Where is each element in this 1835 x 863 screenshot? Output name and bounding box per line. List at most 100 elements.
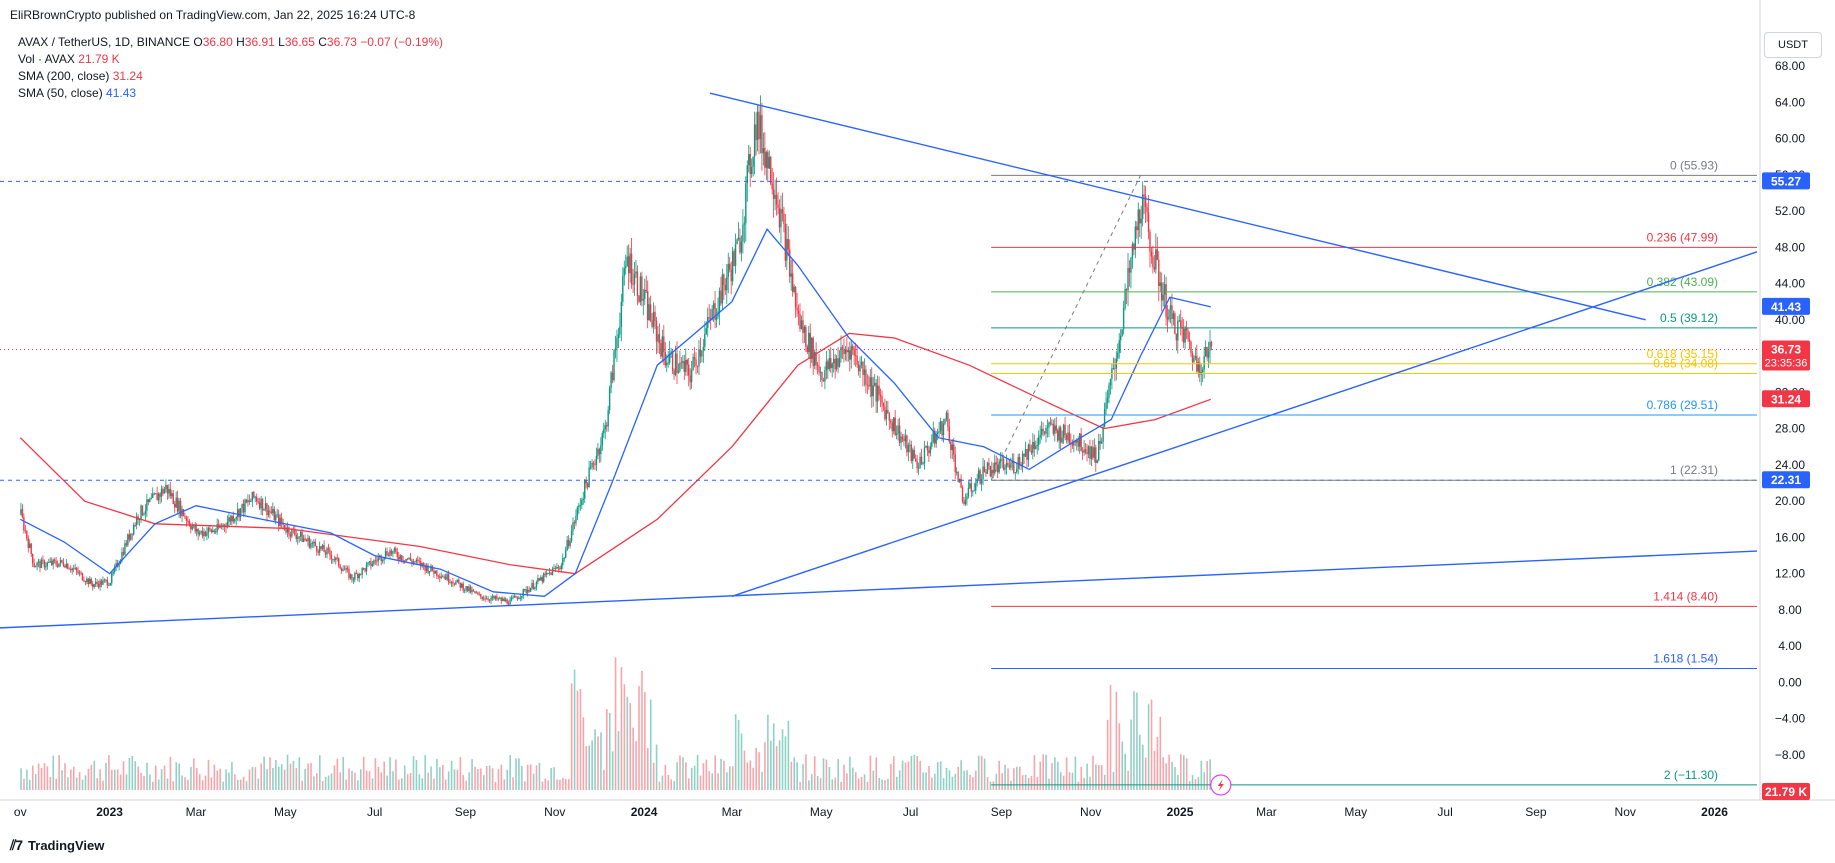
candle-body — [333, 559, 336, 561]
volume-bar — [538, 762, 541, 790]
candle-body — [898, 425, 901, 443]
candle-body — [488, 599, 491, 601]
candle-body — [532, 583, 535, 589]
sma200-line[interactable] — [19, 332, 1212, 575]
price-axis-tag-text: 55.27 — [1771, 174, 1801, 188]
volume-bar — [685, 762, 687, 790]
candle-body — [516, 597, 519, 600]
price-axis-tag — [1762, 297, 1810, 315]
candle-body — [1209, 341, 1211, 351]
tradingview-footer[interactable]: ⫽7 TradingView — [10, 837, 104, 854]
candle-body — [742, 224, 744, 242]
candle-body — [613, 350, 615, 381]
legend-volume-row[interactable]: Vol · AVAX 21.79 K — [18, 51, 443, 68]
candle-body — [428, 571, 431, 573]
candle-body — [1046, 427, 1049, 429]
candle-body — [482, 598, 485, 600]
volume-bar — [758, 752, 760, 790]
fib-level-label: 0 (55.93) — [1670, 158, 1718, 172]
trendline[interactable] — [0, 550, 1758, 629]
candle-body — [1014, 472, 1016, 473]
candle-body — [276, 514, 278, 516]
volume-bar — [781, 729, 784, 790]
legend-sma200-row[interactable]: SMA (200, close) 31.24 — [18, 68, 443, 85]
candle-body — [1137, 209, 1139, 231]
y-tick-label: 0.00 — [1778, 675, 1802, 689]
volume-bar — [523, 781, 526, 790]
volume-bar — [620, 667, 623, 790]
sma50-line[interactable] — [20, 228, 1211, 597]
candle-body — [822, 380, 825, 382]
candle-body — [509, 599, 511, 605]
candle-body — [712, 303, 715, 309]
volume-bar — [406, 774, 409, 790]
legend-sma50-row[interactable]: SMA (50, close) 41.43 — [18, 85, 443, 102]
candle-body — [755, 124, 757, 141]
currency-unit-button[interactable]: USDT — [1764, 32, 1822, 58]
candle-body — [1049, 422, 1052, 424]
volume-bar — [43, 763, 46, 790]
fib-level-label: 0.5 (39.12) — [1660, 311, 1718, 325]
candle-body — [421, 562, 423, 567]
candle-body — [1140, 218, 1142, 224]
candle-body — [361, 568, 363, 575]
candle-body — [888, 413, 891, 421]
volume-bar — [1083, 777, 1085, 790]
candle-body — [1011, 461, 1014, 463]
candle-body — [411, 560, 413, 563]
candle-body — [256, 496, 258, 502]
candle-body — [1187, 330, 1189, 340]
candle-body — [439, 576, 441, 578]
candle-body — [496, 596, 498, 600]
volume-bar — [190, 766, 192, 790]
candle-body — [969, 483, 971, 488]
candle-body — [1068, 432, 1071, 443]
candle-body — [1150, 251, 1153, 257]
candle-body — [537, 578, 539, 583]
candle-body — [1074, 441, 1077, 443]
candle-body — [1106, 397, 1109, 403]
candle-body — [718, 290, 721, 312]
candle-body — [616, 337, 618, 349]
trendline[interactable] — [731, 251, 1758, 598]
volume-bar — [471, 759, 473, 790]
candle-body — [576, 507, 579, 516]
x-tick-label: Jul — [367, 805, 382, 819]
candle-body — [1153, 267, 1156, 270]
candle-body — [752, 156, 754, 168]
candle-body — [953, 444, 955, 455]
volume-bar — [731, 766, 734, 790]
candle-body — [463, 589, 466, 591]
candle-body — [582, 498, 584, 500]
volume-bar — [1180, 754, 1182, 790]
volume-bar — [828, 767, 831, 790]
candle-body — [415, 559, 418, 562]
volume-bar — [972, 777, 974, 790]
candle-body — [307, 537, 309, 542]
candle-body — [1067, 432, 1069, 441]
candle-body — [392, 551, 394, 554]
candle-body — [21, 509, 24, 518]
volume-bar — [55, 778, 57, 790]
volume-bar — [365, 770, 368, 790]
volume-bar — [204, 775, 207, 790]
candle-body — [27, 538, 29, 548]
candle-body — [521, 595, 523, 598]
candle-body — [1156, 249, 1159, 260]
candle-body — [922, 463, 924, 465]
candle-body — [852, 346, 854, 349]
candle-body — [399, 555, 401, 560]
candle-body — [289, 534, 292, 537]
legend-symbol[interactable]: AVAX / TetherUS, 1D, BINANCE — [18, 35, 191, 49]
candle-body — [40, 559, 43, 569]
volume-bar — [1100, 764, 1103, 790]
volume-bar — [415, 759, 418, 790]
volume-bar — [1071, 772, 1074, 790]
candle-body — [313, 541, 315, 544]
candle-body — [726, 277, 728, 291]
candle-body — [854, 355, 857, 357]
x-tick-label: Mar — [722, 805, 743, 819]
candle-body — [941, 421, 943, 436]
trendline[interactable] — [709, 92, 1646, 321]
